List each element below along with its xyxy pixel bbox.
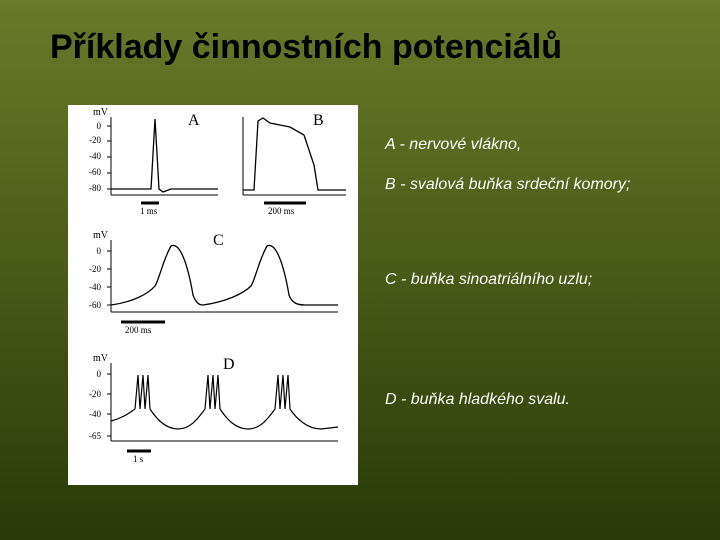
svg-text:C: C — [213, 232, 224, 249]
svg-text:-20: -20 — [89, 389, 101, 399]
legend-d: D - buňka hladkého svalu. — [385, 390, 570, 411]
svg-text:-80: -80 — [89, 183, 101, 193]
svg-text:B: B — [313, 112, 324, 129]
svg-text:-60: -60 — [89, 300, 101, 310]
page-title: Příklady činnostních potenciálů — [50, 28, 562, 67]
svg-text:-40: -40 — [89, 282, 101, 292]
svg-text:-60: -60 — [89, 167, 101, 177]
svg-text:mV: mV — [93, 230, 109, 241]
svg-text:0: 0 — [97, 369, 102, 379]
svg-text:mV: mV — [93, 107, 109, 118]
svg-text:-20: -20 — [89, 264, 101, 274]
chart-panel: mV 0 -20 -40 -60 -80 A 1 ms B — [68, 105, 358, 485]
svg-text:0: 0 — [97, 246, 102, 256]
svg-text:200 ms: 200 ms — [268, 206, 295, 216]
svg-text:mV: mV — [93, 353, 109, 364]
svg-text:D: D — [223, 356, 235, 373]
svg-text:-40: -40 — [89, 409, 101, 419]
svg-text:200 ms: 200 ms — [125, 325, 152, 335]
svg-text:1 ms: 1 ms — [140, 206, 158, 216]
svg-text:A: A — [188, 112, 200, 129]
legend-area: A - nervové vlákno, B - svalová buňka sr… — [385, 105, 705, 485]
action-potentials-svg: mV 0 -20 -40 -60 -80 A 1 ms B — [68, 105, 358, 485]
svg-text:0: 0 — [97, 121, 102, 131]
legend-b: B - svalová buňka srdeční komory; — [385, 175, 630, 196]
svg-text:-20: -20 — [89, 135, 101, 145]
svg-text:1 s: 1 s — [133, 454, 144, 464]
svg-text:-40: -40 — [89, 151, 101, 161]
svg-text:-65: -65 — [89, 431, 101, 441]
legend-a: A - nervové vlákno, — [385, 135, 521, 156]
legend-c: C - buňka sinoatriálního uzlu; — [385, 270, 592, 291]
